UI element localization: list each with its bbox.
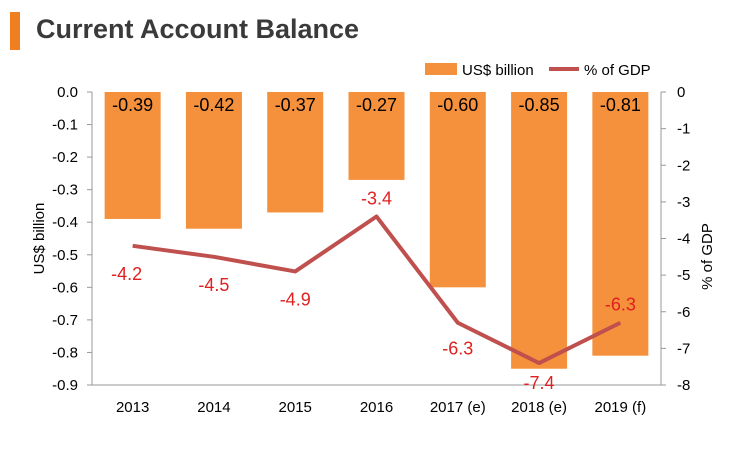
- legend-bar-swatch: [425, 63, 457, 75]
- left-tick-label-2: -0.2: [52, 149, 78, 166]
- left-tick-label-0: 0.0: [57, 84, 78, 101]
- right-tick-label-4: -4: [677, 231, 690, 248]
- bar-4: [429, 92, 486, 288]
- bar-value-label-0: -0.39: [112, 95, 153, 115]
- left-tick-label-6: -0.6: [52, 279, 78, 296]
- left-tick-label-5: -0.5: [52, 247, 78, 264]
- legend-bar-label: US$ billion: [462, 62, 534, 79]
- bar-value-label-4: -0.60: [437, 95, 478, 115]
- x-tick-label-5: 2018 (e): [511, 399, 567, 416]
- line-value-label-2: -4.9: [280, 289, 311, 309]
- bar-3: [348, 92, 405, 180]
- bar-value-label-2: -0.37: [275, 95, 316, 115]
- left-tick-label-3: -0.3: [52, 182, 78, 199]
- x-tick-label-1: 2014: [197, 399, 230, 416]
- line-value-label-6: -6.3: [605, 295, 636, 315]
- left-axis-title: US$ billion: [31, 203, 48, 275]
- right-tick-label-6: -6: [677, 304, 690, 321]
- left-tick-label-7: -0.7: [52, 312, 78, 329]
- x-tick-label-3: 2016: [360, 399, 393, 416]
- bar-6: [592, 92, 649, 356]
- left-tick-label-9: -0.9: [52, 377, 78, 394]
- bar-value-label-3: -0.27: [356, 95, 397, 115]
- bar-0: [104, 92, 161, 219]
- line-value-label-5: -7.4: [524, 373, 555, 393]
- line-value-label-0: -4.2: [111, 264, 142, 284]
- right-tick-label-3: -3: [677, 194, 690, 211]
- right-axis-title: % of GDP: [699, 223, 716, 290]
- line-value-label-1: -4.5: [198, 275, 229, 295]
- right-tick-label-2: -2: [677, 157, 690, 174]
- bar-1: [185, 92, 242, 229]
- bar-value-label-1: -0.42: [193, 95, 234, 115]
- x-tick-label-6: 2019 (f): [595, 399, 647, 416]
- right-tick-label-7: -7: [677, 340, 690, 357]
- line-value-label-4: -6.3: [442, 339, 473, 359]
- left-tick-label-8: -0.8: [52, 344, 78, 361]
- line-value-label-3: -3.4: [361, 189, 392, 209]
- left-tick-label-4: -0.4: [52, 214, 78, 231]
- gdp-line: [132, 214, 622, 366]
- x-tick-label-0: 2013: [116, 399, 149, 416]
- chart-title: Current Account Balance: [36, 14, 360, 44]
- left-tick-label-1: -0.1: [52, 117, 78, 134]
- right-tick-label-5: -5: [677, 267, 690, 284]
- bar-value-label-6: -0.81: [600, 95, 641, 115]
- right-tick-label-8: -8: [677, 377, 690, 394]
- right-tick-label-1: -1: [677, 121, 690, 138]
- bar-5: [511, 92, 568, 369]
- bar-value-label-5: -0.85: [519, 95, 560, 115]
- x-tick-label-4: 2017 (e): [430, 399, 486, 416]
- title-accent-bar: [10, 12, 20, 50]
- bar-2: [267, 92, 324, 213]
- right-tick-label-0: 0: [677, 84, 685, 101]
- legend-line-label: % of GDP: [584, 62, 651, 79]
- x-tick-label-2: 2015: [279, 399, 312, 416]
